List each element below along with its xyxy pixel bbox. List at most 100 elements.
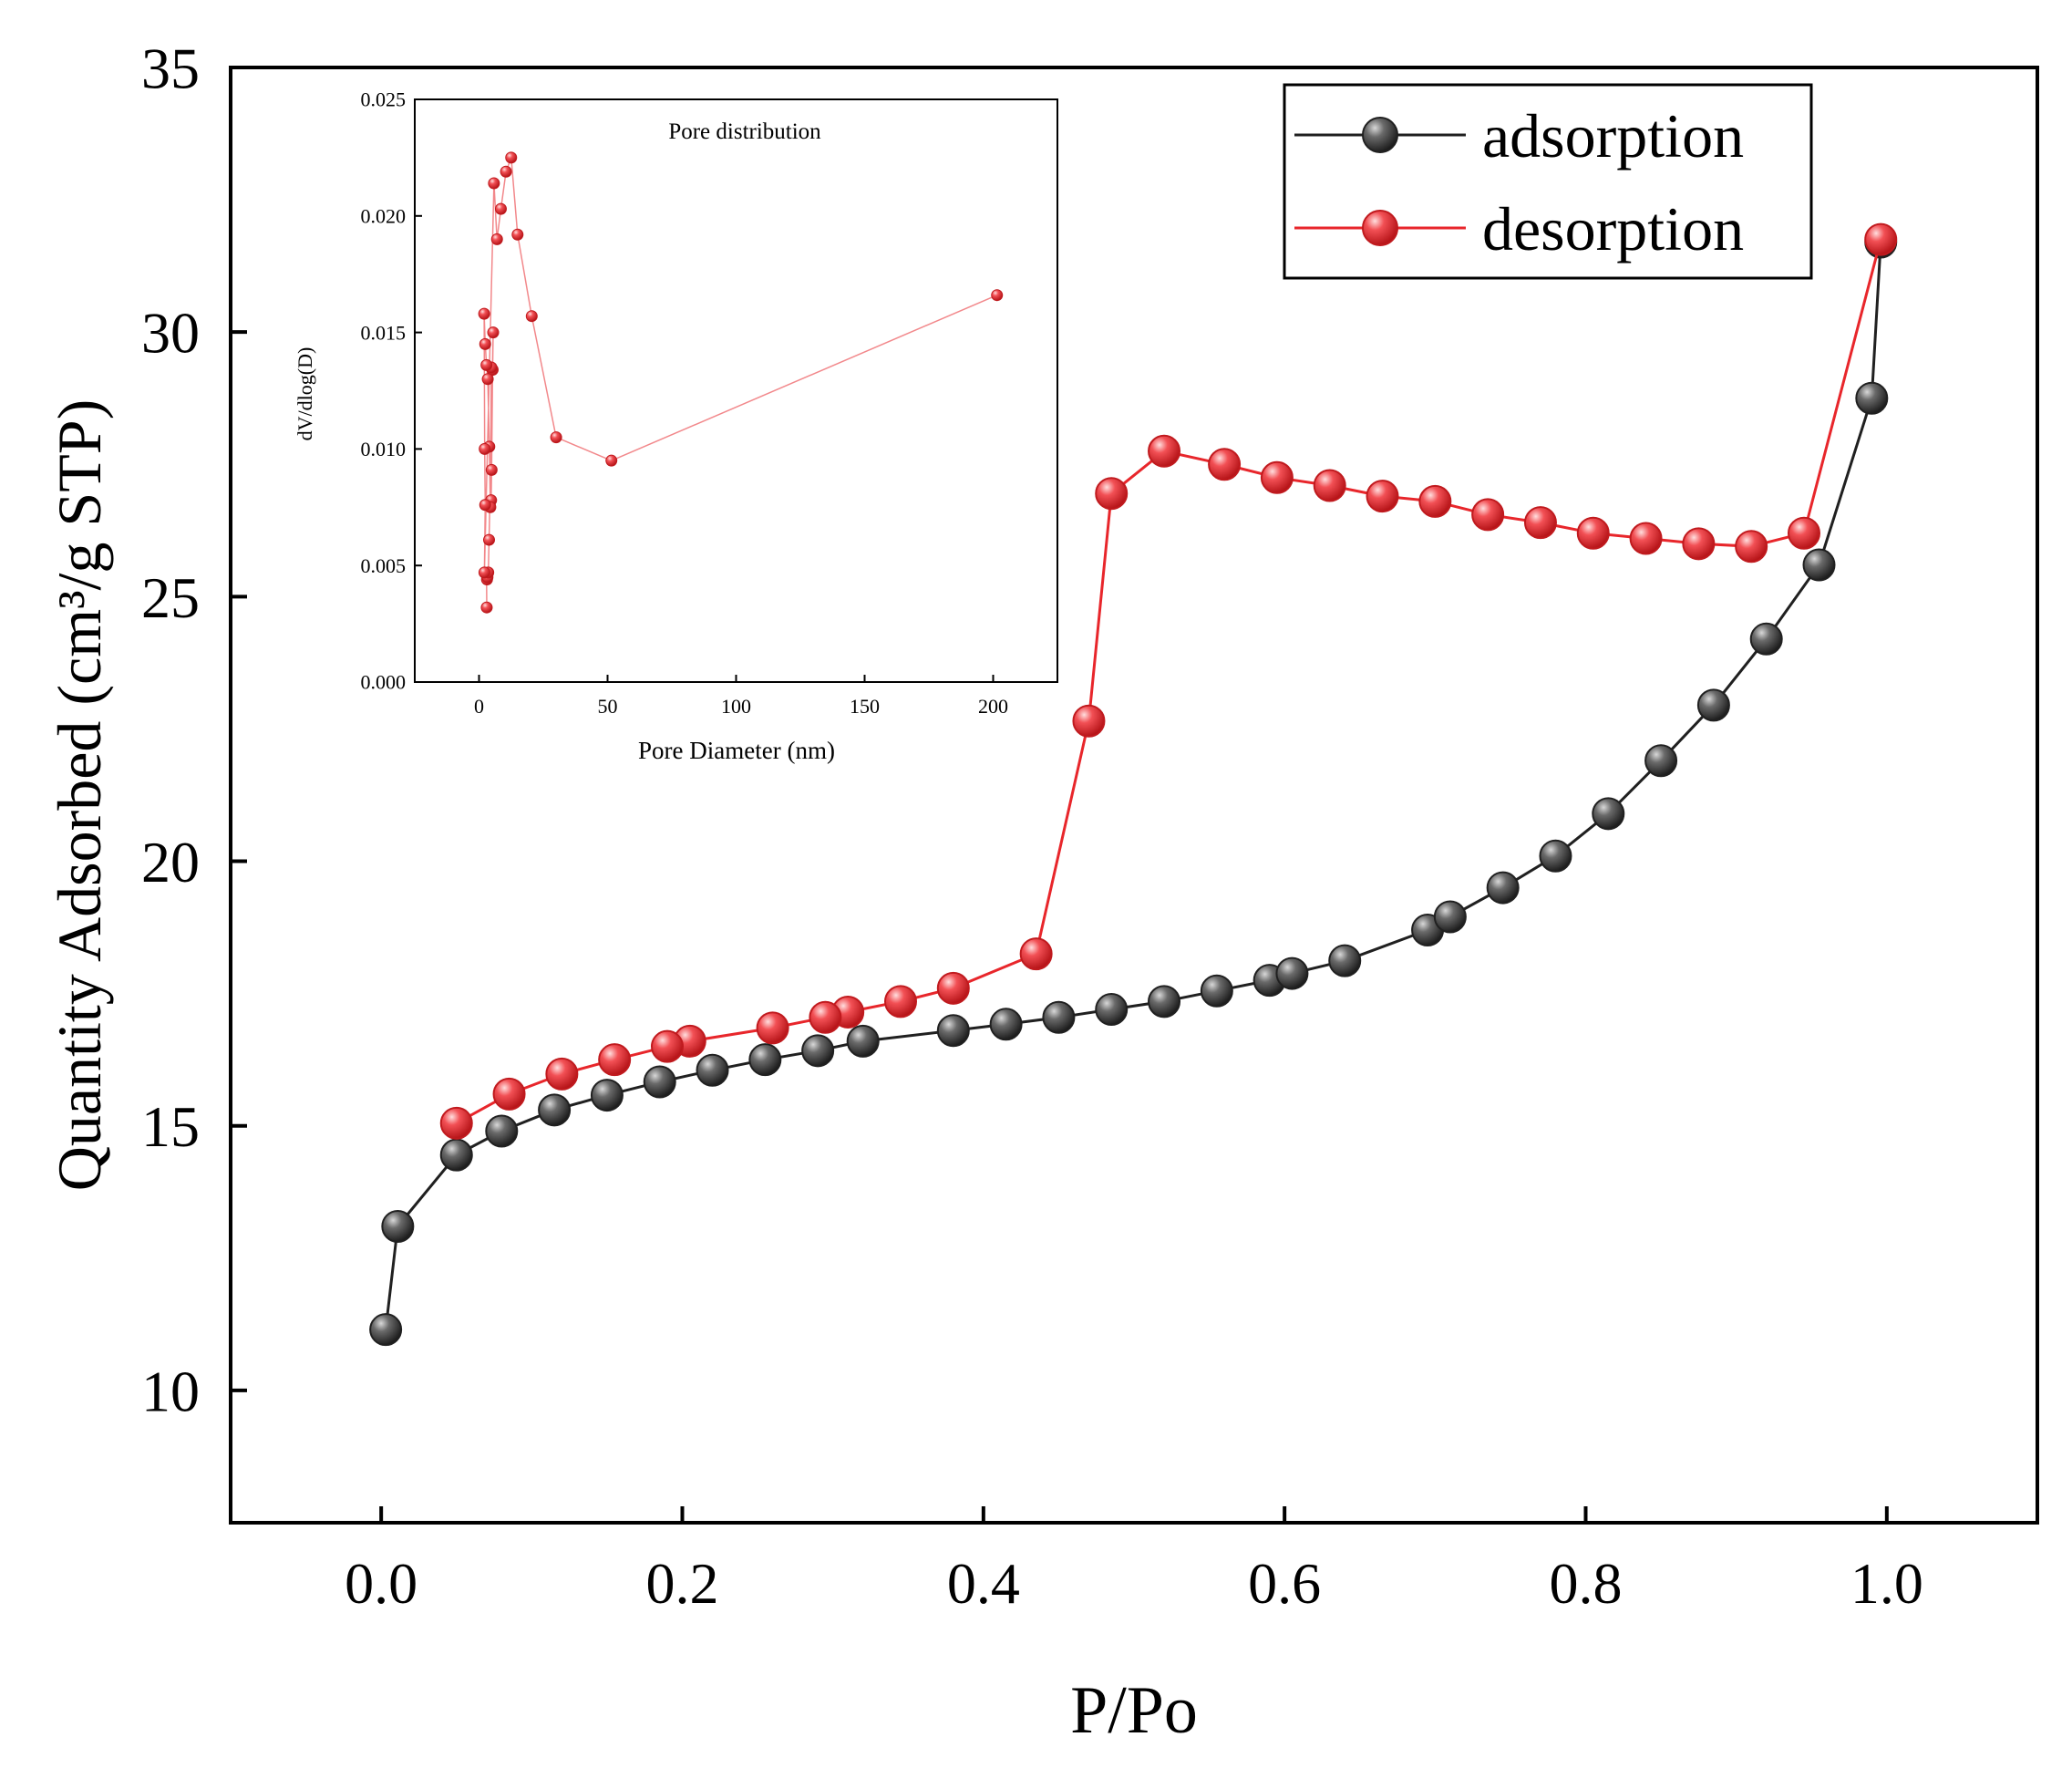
x-tick-label: 0.2 (646, 1551, 719, 1616)
adsorption-point (989, 1008, 1023, 1041)
pore-distribution-point (480, 601, 493, 614)
y-tick-label: 0.000 (361, 671, 407, 694)
desorption-point (1629, 522, 1663, 555)
y-tick-label: 0.005 (361, 554, 407, 577)
adsorption-point (1749, 622, 1783, 656)
adsorption-point (590, 1079, 624, 1112)
pore-distribution-point (479, 442, 491, 455)
y-tick-label: 0.015 (361, 321, 407, 344)
x-tick-label: 0 (474, 695, 484, 718)
desorption-point (1576, 516, 1610, 550)
desorption-point (809, 1000, 842, 1034)
main-plot-frame (229, 66, 2039, 1525)
pore-distribution-point (488, 177, 500, 190)
desorption-point (439, 1106, 473, 1140)
x-tick-label: 50 (598, 695, 618, 718)
desorption-point (492, 1077, 526, 1111)
pore-distribution-point (525, 310, 538, 323)
adsorption-point (1696, 688, 1730, 722)
desorption-point (1019, 937, 1053, 971)
desorption-point (1366, 480, 1399, 513)
adsorption-point (1328, 944, 1362, 977)
adsorption-point (381, 1209, 415, 1243)
legend-box (1283, 83, 1813, 280)
pore-distribution-point (479, 337, 491, 350)
desorption-point (1682, 527, 1716, 561)
y-tick-label: 0.020 (361, 205, 407, 228)
desorption-point (598, 1043, 632, 1077)
pore-distribution-point (487, 326, 500, 339)
adsorption-point (748, 1043, 782, 1077)
adsorption-point (1539, 839, 1572, 873)
adsorption-point (936, 1014, 970, 1048)
adsorption-point (1148, 985, 1181, 1018)
desorption-point (1148, 434, 1181, 468)
main-y-axis-label: Quantity Adsorbed (cm³/g STP) (45, 399, 114, 1191)
adsorption-point (1855, 381, 1889, 415)
legend: adsorption desorption (1283, 83, 1813, 280)
desorption-point (1471, 498, 1505, 532)
desorption-point (1208, 448, 1242, 481)
desorption-point (1313, 469, 1346, 502)
pore-distribution-point (511, 228, 524, 241)
y-tick-label: 30 (141, 301, 200, 366)
desorption-point (1864, 222, 1898, 256)
adsorption-point (485, 1114, 519, 1148)
adsorption-point (846, 1024, 880, 1058)
x-tick-label: 100 (721, 695, 751, 718)
desorption-point (545, 1057, 579, 1091)
inset-x-axis-label: Pore Diameter (nm) (638, 737, 835, 764)
desorption-point (1418, 484, 1452, 518)
desorption-point (1523, 506, 1557, 540)
inset-x-axis: 0 50 100 150 200 (474, 675, 1008, 718)
y-tick-label: 20 (141, 830, 200, 894)
x-tick-label: 0.4 (947, 1551, 1020, 1616)
inset-plot-frame (414, 98, 1058, 683)
pore-distribution-point (485, 463, 498, 476)
desorption-point (1072, 704, 1106, 738)
x-tick-label: 0.0 (345, 1551, 417, 1616)
desorption-point (1260, 460, 1294, 494)
adsorption-point (1592, 797, 1625, 831)
adsorption-point (696, 1053, 729, 1087)
y-tick-label: 35 (141, 36, 200, 100)
desorption-point (883, 985, 917, 1018)
x-tick-label: 0.8 (1550, 1551, 1623, 1616)
x-tick-label: 1.0 (1850, 1551, 1923, 1616)
adsorption-point (1802, 548, 1836, 582)
pore-distribution-point (605, 454, 618, 467)
y-tick-label: 0.010 (361, 438, 407, 460)
adsorption-point (801, 1034, 835, 1068)
legend-marker-adsorption (1362, 117, 1398, 153)
pore-distribution-point (991, 289, 1004, 302)
desorption-point (1735, 530, 1768, 563)
adsorption-point (369, 1313, 403, 1347)
pore-distribution-point (478, 307, 490, 320)
inset-series-layer (478, 151, 1004, 614)
adsorption-point (538, 1093, 572, 1127)
adsorption-point (1042, 1000, 1076, 1034)
pore-distribution-point (500, 165, 512, 178)
main-y-axis: 10 15 20 25 30 35 (141, 36, 247, 1423)
adsorption-point (439, 1138, 473, 1172)
legend-label-adsorption: adsorption (1482, 101, 1744, 171)
y-tick-label: 25 (141, 565, 200, 630)
pore-distribution-point (480, 358, 493, 371)
pore-distribution-point (478, 566, 490, 579)
legend-marker-desorption (1362, 210, 1398, 246)
pore-distribution-point (482, 533, 495, 546)
main-series-layer (369, 222, 1898, 1347)
y-tick-label: 15 (141, 1094, 200, 1159)
pore-distribution-point (490, 233, 503, 245)
y-tick-label: 10 (141, 1359, 200, 1423)
desorption-point (756, 1011, 789, 1045)
pore-distribution-point (481, 373, 494, 386)
adsorption-point (1095, 993, 1129, 1027)
pore-distribution-point (550, 431, 562, 444)
inset-y-axis-label: dV/dlog(D) (294, 347, 316, 441)
pore-distribution-point (494, 202, 507, 215)
x-tick-label: 150 (850, 695, 880, 718)
x-tick-label: 200 (978, 695, 1008, 718)
adsorption-point (1644, 744, 1678, 778)
legend-label-desorption: desorption (1482, 194, 1744, 264)
